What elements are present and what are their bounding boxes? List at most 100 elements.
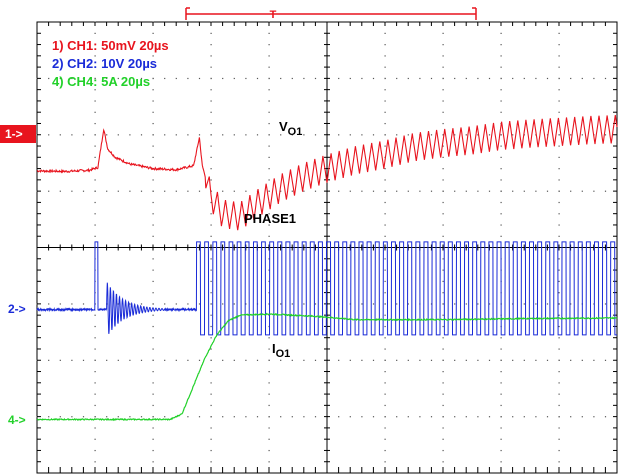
grid-dot [94,134,96,136]
grid-dot [500,32,502,34]
grid-dot [48,416,50,418]
grid-dot [106,134,108,136]
grid-dot [210,461,212,463]
grid-dot [442,168,444,170]
grid-dot [477,359,479,361]
ch2-marker: 2-> [8,302,26,316]
grid-dot [384,235,386,237]
grid-dot [210,269,212,271]
grid-dot [500,348,502,350]
grid-dot [558,472,560,474]
grid-dot [94,100,96,102]
grid-dot [523,303,525,305]
grid-dot [361,77,363,80]
grid-dot [465,190,467,192]
grid-dot [558,348,560,350]
phase1-label: PHASE1 [244,211,296,226]
grid-dot [384,280,386,283]
grid-dot [384,393,386,395]
grid-dot [210,314,212,316]
grid-dot [454,190,456,192]
grid-dot [349,77,351,80]
grid-dot [500,337,502,339]
grid-dot [152,213,154,215]
grid-dot [140,190,143,192]
grid-dot [384,44,386,46]
grid-dot [59,359,61,361]
grid-dot [604,359,607,361]
grid-dot [593,190,595,192]
grid-dot [396,359,398,361]
grid-dot [268,134,270,136]
grid-dot [558,461,560,463]
grid-dot [303,77,305,80]
grid-dot [407,134,409,136]
grid-dot [314,303,317,305]
grid-dot [361,359,363,361]
grid-dot [152,348,154,350]
grid-dot [558,371,560,373]
grid-dot [512,359,514,361]
grid-dot [558,179,560,181]
grid-dot [500,371,502,373]
grid-dot [268,382,270,384]
grid-dot [361,190,363,192]
grid-dot [94,371,96,373]
grid-dot [94,382,96,384]
grid-dot [175,359,177,361]
grid-dot [94,111,96,113]
grid-dot [210,145,212,147]
grid-dot [268,472,270,474]
grid-dot [94,438,96,440]
grid-dot [175,190,177,192]
grid-dot [442,89,444,91]
grid-dot [164,77,166,80]
grid-dot [48,303,50,305]
grid-dot [442,111,444,113]
grid-dot [384,122,386,125]
grid-dot [512,134,514,136]
grid-dot [164,303,166,305]
grid-dot [349,134,351,136]
grid-dot [396,303,398,305]
grid-dot [152,201,154,204]
grid-dot [384,77,386,80]
grid-dot [268,145,270,147]
grid-dot [94,393,96,395]
grid-dot [210,44,212,46]
grid-dot [558,269,560,271]
grid-dot [280,416,282,418]
grid-dot [303,416,305,418]
grid-dot [546,416,549,418]
grid-dot [558,77,560,80]
grid-dot [152,404,154,407]
grid-dot [268,348,270,350]
grid-dot [407,416,409,418]
grid-dot [372,134,375,136]
grid-dot [59,77,61,80]
grid-dot [268,461,270,463]
grid-dot [152,190,154,192]
grid-dot [558,359,560,361]
grid-dot [94,32,96,34]
grid-dot [384,111,386,113]
grid-dot [210,393,212,395]
grid-dot [94,314,96,316]
grid-dot [268,449,270,452]
grid-dot [152,337,154,339]
grid-dot [384,292,386,294]
grid-dot [280,77,282,80]
grid-dot [245,134,247,136]
grid-dot [210,292,212,294]
grid-dot [48,190,50,192]
grid-dot [384,134,386,136]
grid-dot [164,416,166,418]
grid-dot [291,359,293,361]
grid-dot [94,359,96,361]
grid-dot [152,438,154,440]
grid-dot [593,359,595,361]
grid-dot [152,393,154,395]
grid-dot [604,303,607,305]
grid-dot [465,134,467,136]
grid-dot [94,404,96,407]
